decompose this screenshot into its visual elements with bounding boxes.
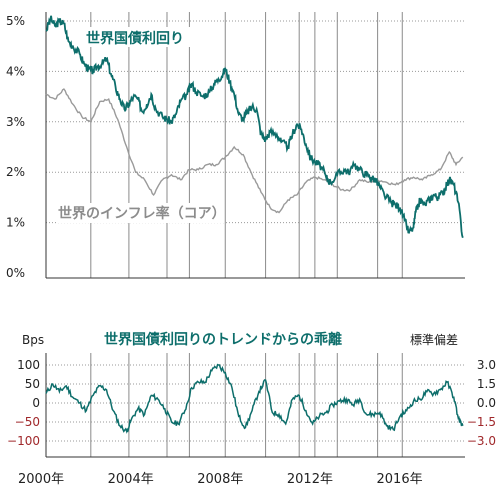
bottom-right-tick-label: 0.0 bbox=[477, 396, 496, 410]
bottom-right-tick-label: 3.0 bbox=[477, 358, 496, 372]
bottom-chart-vertical-markers bbox=[90, 353, 403, 457]
top-chart-y-tick-labels: 5% 4% 3% 2% 1% 0% bbox=[6, 14, 25, 280]
bond-yield-label: 世界国債利回り bbox=[86, 30, 184, 47]
bottom-right-tick-label: 1.5 bbox=[477, 377, 496, 391]
inflation-label-bg bbox=[56, 203, 224, 223]
top-y-tick-label: 3% bbox=[6, 115, 25, 129]
bottom-chart-left-unit: Bps bbox=[22, 333, 44, 347]
bottom-chart-gridlines bbox=[46, 364, 465, 442]
bottom-chart-right-tick-labels: 3.0 1.5 0.0 −1.5 −3.0 bbox=[467, 358, 496, 448]
bottom-chart-title: 世界国債利回りのトレンドからの乖離 bbox=[104, 331, 342, 348]
top-y-tick-label: 1% bbox=[6, 216, 25, 230]
bottom-right-tick-label: −3.0 bbox=[467, 434, 496, 448]
bottom-left-tick-label: 50 bbox=[25, 377, 40, 391]
deviation-series-line bbox=[45, 363, 464, 434]
x-axis-tick-label: 2016年 bbox=[377, 472, 423, 487]
top-y-tick-label: 4% bbox=[6, 64, 25, 78]
bottom-left-tick-label: 0 bbox=[32, 396, 40, 410]
top-y-tick-label: 2% bbox=[6, 165, 25, 179]
x-axis-tick-labels: 2000年 2004年 2008年 2012年 2016年 bbox=[18, 472, 423, 487]
top-chart-vertical-markers bbox=[90, 12, 403, 278]
x-axis-tick-label: 2000年 bbox=[18, 472, 64, 487]
x-axis-tick-label: 2012年 bbox=[287, 472, 333, 487]
bond-label-bg bbox=[82, 27, 204, 47]
bottom-chart-left-tick-labels: 100 50 0 −50 −100 bbox=[7, 358, 40, 448]
bottom-left-tick-label: −50 bbox=[15, 415, 40, 429]
inflation-label: 世界のインフレ率（コア） bbox=[58, 205, 226, 222]
bottom-left-tick-label: 100 bbox=[17, 358, 40, 372]
bottom-chart-right-unit: 標準偏差 bbox=[410, 332, 458, 347]
bottom-right-tick-label: −1.5 bbox=[467, 415, 496, 429]
top-y-tick-label: 0% bbox=[6, 266, 25, 280]
bond-yield-series-line bbox=[45, 15, 464, 238]
top-y-tick-label: 5% bbox=[6, 14, 25, 28]
x-axis-tick-label: 2004年 bbox=[108, 472, 154, 487]
inflation-series-line bbox=[45, 88, 464, 214]
x-axis-tick-label: 2008年 bbox=[197, 472, 243, 487]
bottom-left-tick-label: −100 bbox=[7, 434, 40, 448]
